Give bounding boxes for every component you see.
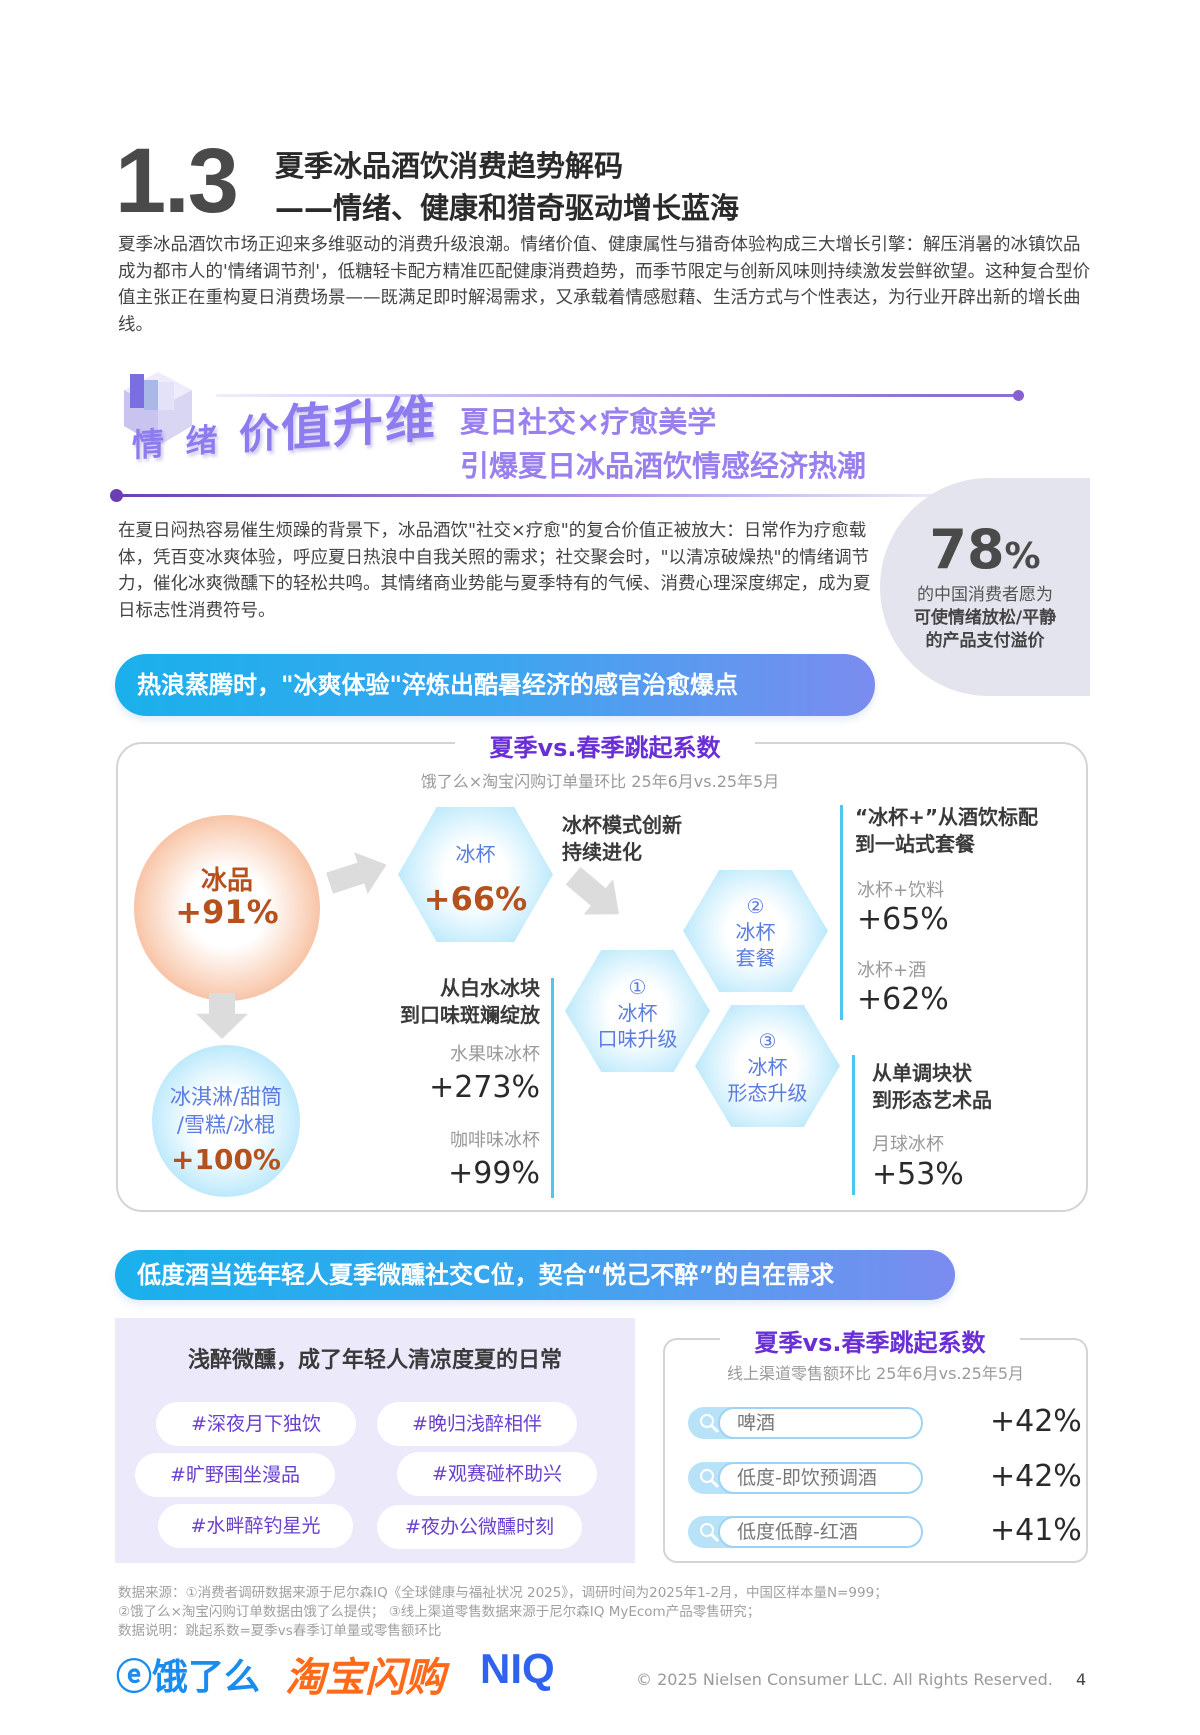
ice-products-label: 冰品 xyxy=(200,866,253,896)
data-sources: 数据来源：①消费者调研数据来源于尼尔森IQ《全球健康与福祉状况 2025》，调研… xyxy=(118,1585,888,1639)
section-title-line1: 夏季冰品酒饮消费趋势解码 xyxy=(275,149,624,183)
cup-drink-value: +65% xyxy=(857,902,949,937)
fruit-cup-label: 水果味冰杯 xyxy=(450,1044,540,1065)
banner-low-alcohol: 低度酒当选年轻人夏季微醺社交C位，契合“悦己不醉”的自在需求 xyxy=(115,1250,955,1300)
emotion-body: 在夏日闷热容易催生烦躁的背景下，冰品酒饮"社交×疗愈"的复合价值正被放大：日常作… xyxy=(118,521,871,621)
title-mask xyxy=(455,730,755,758)
section-number: 1.3 xyxy=(115,130,239,232)
cup-alcohol-label: 冰杯+酒 xyxy=(857,960,927,981)
ice-products-value: +91% xyxy=(175,893,279,931)
hexagon-shape-upgrade xyxy=(695,1005,840,1127)
ice-cream-label: 冰淇淋/甜筒 /雪糕/冰棍 xyxy=(169,1085,283,1137)
cube-icon xyxy=(122,368,194,448)
combo-heading: “冰杯+”从酒饮标配 到一站式套餐 xyxy=(855,805,1039,856)
hashtag: #晚归浅醉相伴 xyxy=(377,1402,577,1446)
niq-logo: NIQ xyxy=(480,1645,555,1692)
emotion-subtitle: 夏日社交×疗愈美学 引爆夏日冰品酒饮情感经济热潮 xyxy=(460,405,867,483)
divider-combo xyxy=(840,805,843,1020)
tags-title: 浅醉微醺，成了年轻人清凉度夏的日常 xyxy=(187,1348,562,1373)
hashtag: #旷野围坐漫品 xyxy=(135,1453,335,1497)
hexagon-flavor-upgrade xyxy=(565,950,710,1072)
ice-card-title: 夏季vs.春季跳起系数 xyxy=(489,734,721,762)
ice-cup-value: +66% xyxy=(423,880,528,918)
hexagon-shape-label: ③ 冰杯 形态升级 xyxy=(727,1029,808,1105)
rtd-value: +42% xyxy=(990,1459,1082,1494)
copyright: © 2025 Nielsen Consumer LLC. All Rights … xyxy=(636,1670,1053,1689)
hexagon-flavor-label: ① 冰杯 口味升级 xyxy=(597,975,678,1051)
sales-card-title: 夏季vs.春季跳起系数 xyxy=(754,1329,986,1357)
fruit-cup-value: +273% xyxy=(429,1070,540,1105)
banner-ice-experience: 热浪蒸腾时，"冰爽体验"淬炼出酷暑经济的感官治愈爆点 xyxy=(115,654,875,716)
hashtag: #夜办公微醺时刻 xyxy=(377,1505,582,1549)
coffee-cup-value: +99% xyxy=(448,1156,540,1191)
evolution-heading: 冰杯模式创新 持续进化 xyxy=(562,813,682,864)
moon-cup-value: +53% xyxy=(872,1157,964,1192)
sales-card-subtitle: 线上渠道零售额环比 25年6月vs.25年5月 xyxy=(726,1364,1025,1383)
cup-alcohol-value: +62% xyxy=(857,982,949,1017)
hashtag: #水畔醉钓星光 xyxy=(158,1504,353,1548)
stat-value: 78% xyxy=(929,518,1041,581)
cup-drink-label: 冰杯+饮料 xyxy=(857,880,945,901)
section-title: 夏季冰品酒饮消费趋势解码 ——情绪、健康和猎奇驱动增长蓝海 xyxy=(275,145,739,229)
coffee-cup-label: 咖啡味冰杯 xyxy=(450,1130,540,1151)
divider-top xyxy=(216,394,1016,397)
hexagon-combo-label: ② 冰杯 套餐 xyxy=(735,894,776,970)
wine-value: +41% xyxy=(990,1513,1082,1548)
eleme-logo: ⓔ饿了么 xyxy=(116,1657,261,1698)
ice-cup-label: 冰杯 xyxy=(455,842,496,866)
category-label: 低度-即饮预调酒 xyxy=(718,1462,923,1494)
moon-cup-label: 月球冰杯 xyxy=(872,1134,944,1155)
stat-description: 的中国消费者愿为 可使情绪放松/平静 的产品支付溢价 xyxy=(913,585,1057,651)
divider-shape xyxy=(852,1055,855,1195)
divider-bottom xyxy=(115,494,975,497)
ice-cream-orb xyxy=(152,1045,300,1197)
section-title-line2: ——情绪、健康和猎奇驱动增长蓝海 xyxy=(275,191,740,225)
page-number: 4 xyxy=(1076,1670,1087,1689)
taobao-flash-logo: 淘宝闪购 xyxy=(285,1655,445,1701)
beer-value: +42% xyxy=(990,1404,1082,1439)
eleme-e-icon: ⓔ xyxy=(116,1657,153,1698)
intro-paragraph: 夏季冰品酒饮市场正迎来多维驱动的消费升级浪潮。情绪价值、健康属性与猎奇体验构成三… xyxy=(118,235,1091,335)
title-mask xyxy=(720,1326,1020,1352)
hashtag: #深夜月下独饮 xyxy=(156,1402,356,1446)
flavor-heading: 从白水冰块 到口味斑斓绽放 xyxy=(400,976,540,1027)
ice-cream-value: +100% xyxy=(171,1143,281,1176)
shape-heading: 从单调块状 到形态艺术品 xyxy=(872,1061,992,1112)
hexagon-combo xyxy=(683,870,828,992)
category-label: 低度低醇-红酒 xyxy=(718,1516,923,1548)
category-label: 啤酒 xyxy=(718,1407,923,1439)
ice-card-subtitle: 饿了么×淘宝闪购订单量环比 25年6月vs.25年5月 xyxy=(420,772,780,791)
stat-background xyxy=(880,478,1090,696)
divider-dot-icon xyxy=(110,489,123,502)
hashtag: #观赛碰杯助兴 xyxy=(397,1452,597,1496)
ice-products-orb xyxy=(134,815,320,1001)
divider-flavor xyxy=(551,978,554,1198)
divider-dot-icon xyxy=(1013,390,1024,401)
